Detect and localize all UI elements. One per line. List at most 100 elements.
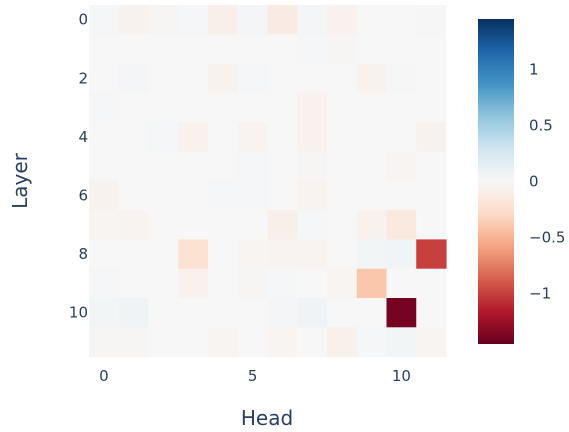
heatmap-cell (237, 92, 269, 123)
heatmap-cell (118, 239, 150, 270)
heatmap-cell (386, 151, 417, 182)
heatmap-cell (327, 239, 358, 270)
x-tick-label: 5 (248, 367, 258, 385)
y-axis-title: Layer (8, 152, 32, 209)
heatmap-cell (118, 298, 150, 328)
heatmap-cell (89, 327, 120, 358)
heatmap-cell (118, 5, 150, 35)
y-tick-label: 4 (78, 128, 88, 146)
heatmap-cell (118, 327, 150, 358)
heatmap-cell (386, 239, 417, 270)
heatmap-cell (356, 92, 388, 123)
colorbar-ticks: 1 0.5 0 −0.5 −1 (529, 60, 565, 302)
heatmap-cell (178, 92, 209, 123)
heatmap-cell (208, 151, 239, 182)
heatmap-cell (416, 92, 447, 123)
heatmap-cell (327, 327, 358, 358)
y-tick-label: 6 (78, 187, 88, 205)
heatmap-cell (416, 298, 447, 328)
heatmap-cell (297, 327, 328, 358)
heatmap-cell (386, 5, 417, 35)
heatmap-cell (237, 122, 269, 153)
heatmap-cell (208, 122, 239, 153)
heatmap-cell (89, 180, 120, 211)
heatmap-cell (89, 92, 120, 123)
heatmap-cell (386, 122, 417, 153)
heatmap-cell (237, 151, 269, 182)
heatmap-cell (178, 298, 209, 328)
heatmap-cell (118, 210, 150, 240)
heatmap-cell (89, 63, 120, 94)
heatmap-cell (208, 268, 239, 299)
heatmap-cell (297, 239, 328, 270)
heatmap-cell (237, 268, 269, 299)
heatmap-cell (327, 63, 358, 94)
heatmap-cell (208, 327, 239, 358)
heatmap-cell (237, 210, 269, 240)
heatmap-cell (327, 298, 358, 328)
heatmap-cell (208, 210, 239, 240)
heatmap-cell (237, 180, 269, 211)
heatmap-cell (267, 5, 298, 35)
heatmap-cell (237, 63, 269, 94)
heatmap-cell (118, 122, 150, 153)
heatmap-cell (267, 63, 298, 94)
heatmap-cell (356, 63, 388, 94)
heatmap-cells (89, 5, 447, 358)
heatmap-cell (416, 5, 447, 35)
heatmap-cell (178, 122, 209, 153)
heatmap-cell (416, 180, 447, 211)
heatmap-cell (148, 5, 179, 35)
heatmap-cell (118, 63, 150, 94)
heatmap-cell (208, 5, 239, 35)
heatmap-cell (178, 327, 209, 358)
heatmap-cell (267, 210, 298, 240)
heatmap-cell (356, 327, 388, 358)
x-tick-label: 10 (392, 367, 411, 385)
heatmap-cell (416, 151, 447, 182)
heatmap-cell (208, 63, 239, 94)
colorbar-tick-label: −1 (529, 285, 551, 303)
heatmap-cell (327, 151, 358, 182)
colorbar (478, 19, 514, 344)
heatmap-cell (297, 151, 328, 182)
heatmap-cell (178, 180, 209, 211)
heatmap-cell (297, 5, 328, 35)
heatmap-cell (386, 34, 417, 65)
x-axis-title: Head (241, 406, 293, 430)
heatmap-cell (208, 180, 239, 211)
colorbar-tick-label: 1 (529, 60, 539, 78)
heatmap-cell (327, 34, 358, 65)
heatmap-cell (356, 210, 388, 240)
heatmap-cell (327, 268, 358, 299)
heatmap-cell (386, 63, 417, 94)
heatmap-cell (148, 180, 179, 211)
y-tick-label: 8 (78, 245, 88, 263)
heatmap-cell (386, 180, 417, 211)
heatmap-cell (237, 239, 269, 270)
heatmap-cell (148, 92, 179, 123)
heatmap-cell (118, 180, 150, 211)
heatmap-cell (356, 34, 388, 65)
heatmap-cell (356, 151, 388, 182)
heatmap-cell (416, 210, 447, 240)
heatmap-cell (208, 239, 239, 270)
heatmap-cell (356, 122, 388, 153)
heatmap-cell (118, 268, 150, 299)
y-tick-label: 10 (69, 304, 88, 322)
heatmap-cell (148, 239, 179, 270)
heatmap-cell (386, 298, 417, 328)
heatmap-cell (416, 63, 447, 94)
heatmap-cell (356, 239, 388, 270)
heatmap-cell (118, 92, 150, 123)
heatmap-cell (89, 5, 120, 35)
heatmap-cell (297, 63, 328, 94)
colorbar-tick-label: 0.5 (529, 117, 553, 135)
heatmap-cell (327, 122, 358, 153)
heatmap-cell (297, 34, 328, 65)
heatmap-cell (89, 34, 120, 65)
heatmap-cell (267, 327, 298, 358)
heatmap-cell (327, 5, 358, 35)
heatmap-cell (237, 34, 269, 65)
